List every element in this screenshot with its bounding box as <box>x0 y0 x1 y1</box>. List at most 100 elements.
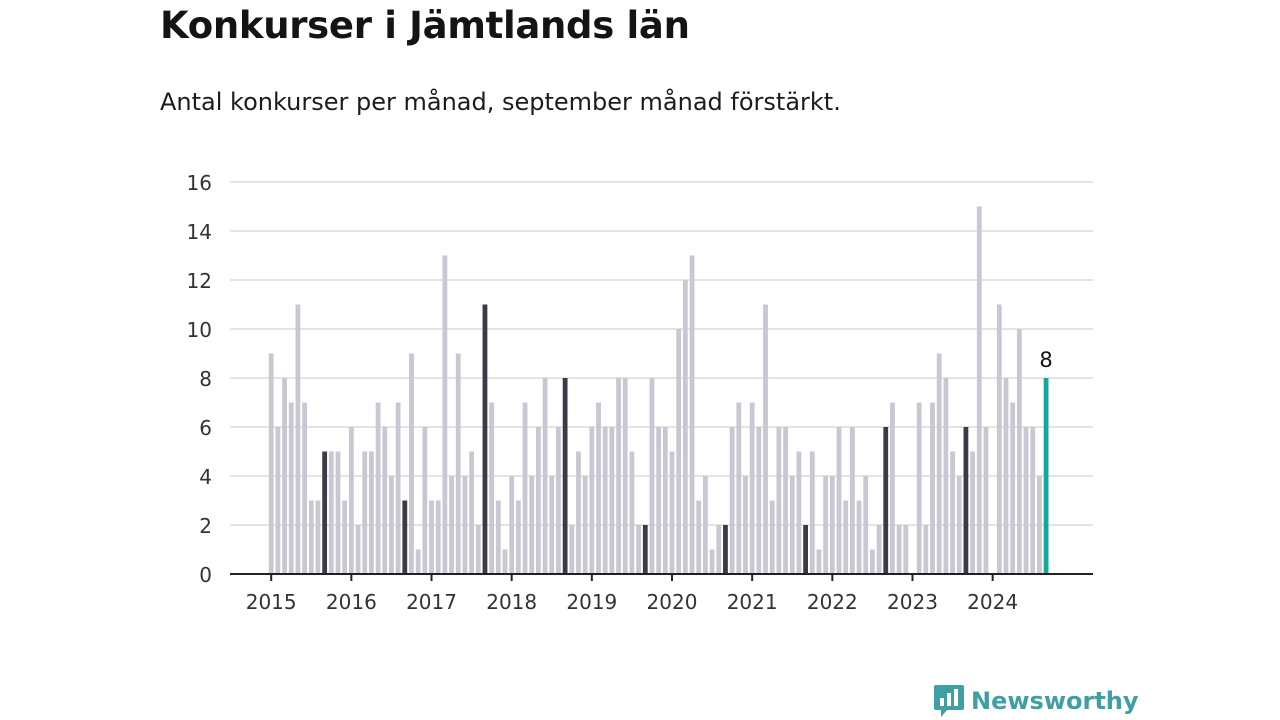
bar <box>342 500 348 574</box>
bar <box>422 427 428 574</box>
bar <box>763 304 768 574</box>
bar <box>529 476 535 574</box>
bar <box>362 451 368 574</box>
x-axis: 2015 2016 2017 2018 2019 2020 2021 2022 2023 2024 <box>230 573 1093 614</box>
bar <box>589 427 595 574</box>
y-tick-label: 10 <box>187 318 212 342</box>
bars <box>268 206 1049 574</box>
bar <box>622 378 628 574</box>
bar <box>849 427 855 574</box>
x-tick-label: 2019 <box>566 590 617 614</box>
y-tick-label: 2 <box>199 514 212 538</box>
bar <box>328 451 334 574</box>
bar <box>582 476 588 574</box>
x-tick-label: 2021 <box>727 590 778 614</box>
chart-subtitle: Antal konkurser per månad, september mån… <box>160 88 841 116</box>
bar <box>816 549 822 574</box>
brand-name: Newsworthy <box>971 687 1139 715</box>
bar <box>956 476 962 574</box>
x-tick-label: 2023 <box>887 590 938 614</box>
grid-lines <box>230 181 1093 526</box>
bar <box>729 427 735 574</box>
x-tick-label: 2015 <box>246 590 297 614</box>
bar <box>789 476 795 574</box>
bar <box>676 329 682 574</box>
bar <box>996 304 1002 574</box>
bar <box>1037 476 1042 574</box>
bar <box>562 378 568 574</box>
bar <box>916 402 922 574</box>
bar <box>696 500 702 574</box>
bar <box>409 353 414 574</box>
bar <box>295 304 301 574</box>
x-tick-label: 2020 <box>647 590 698 614</box>
bar <box>1016 329 1022 574</box>
bar <box>522 402 528 574</box>
bar <box>656 427 662 574</box>
bar <box>930 402 935 574</box>
bar <box>429 500 434 574</box>
bar <box>389 476 394 574</box>
bar <box>870 549 875 574</box>
bar <box>616 378 621 574</box>
y-tick-label: 8 <box>199 367 212 391</box>
bar <box>863 476 869 574</box>
bar <box>455 353 461 574</box>
bar <box>682 280 688 574</box>
bar <box>890 402 895 574</box>
chart-title: Konkurser i Jämtlands län <box>160 4 690 47</box>
bar <box>716 525 722 574</box>
data-labels: 8 <box>1039 348 1052 372</box>
bar <box>689 255 695 574</box>
bar <box>709 549 715 574</box>
bar <box>268 353 274 574</box>
bar <box>482 304 488 574</box>
bar <box>355 525 361 574</box>
x-tick-label: 2018 <box>486 590 537 614</box>
newsworthy-logo: Newsworthy <box>933 683 1139 719</box>
bar <box>542 378 548 574</box>
bar <box>449 476 454 574</box>
bar <box>976 206 982 574</box>
bar <box>308 500 314 574</box>
x-tick-label: 2024 <box>967 590 1018 614</box>
bar <box>823 476 829 574</box>
bar <box>549 476 555 574</box>
y-tick-label: 0 <box>199 563 212 587</box>
bar <box>509 476 515 574</box>
bar <box>662 427 668 574</box>
bar <box>642 525 648 574</box>
bar <box>756 427 762 574</box>
bar <box>462 476 468 574</box>
bar <box>776 427 782 574</box>
bar <box>649 378 655 574</box>
y-tick-label: 14 <box>187 220 212 244</box>
bar <box>1010 402 1016 574</box>
bar <box>502 549 508 574</box>
bar <box>796 451 802 574</box>
bar <box>576 451 581 574</box>
bar <box>609 427 615 574</box>
bar <box>442 255 448 574</box>
y-tick-label: 12 <box>187 269 212 293</box>
bar <box>950 451 955 574</box>
bar <box>515 500 521 574</box>
bar <box>636 525 641 574</box>
y-tick-label: 16 <box>187 171 212 195</box>
bar <box>983 427 989 574</box>
bar <box>743 476 748 574</box>
bar <box>315 500 321 574</box>
bar <box>723 525 728 574</box>
bar-chart-bubble-icon <box>934 685 964 717</box>
bar <box>1003 378 1009 574</box>
last-value-label: 8 <box>1039 348 1052 372</box>
bar <box>596 402 601 574</box>
bar <box>395 402 401 574</box>
bar <box>1043 378 1049 574</box>
bar <box>495 500 501 574</box>
y-tick-label: 6 <box>199 416 212 440</box>
bar <box>896 525 902 574</box>
bar <box>382 427 388 574</box>
bar <box>602 427 608 574</box>
